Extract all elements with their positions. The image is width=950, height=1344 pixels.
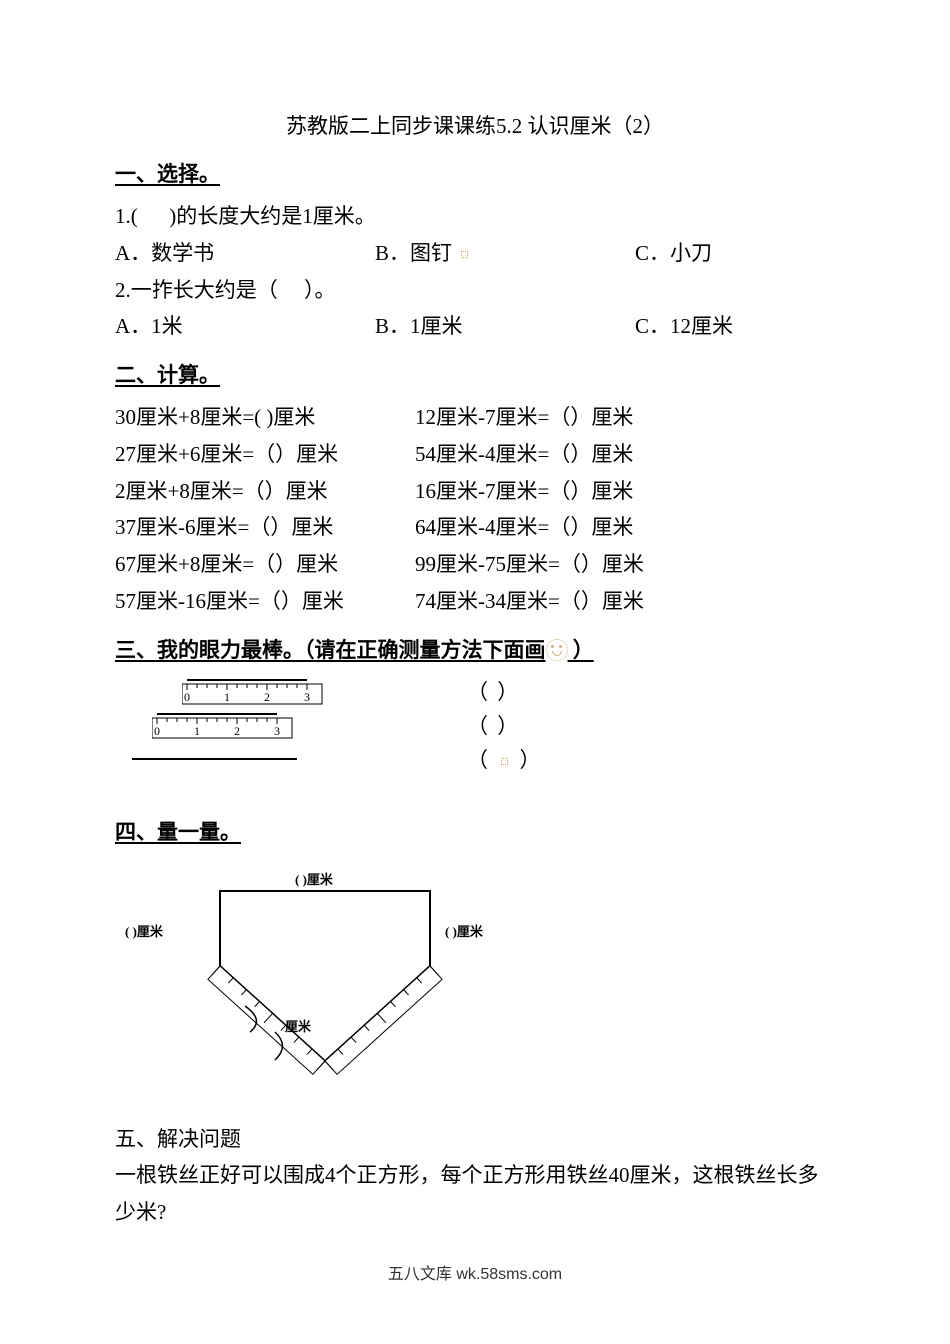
pentagon-figure: ( )厘米 ( )厘米 ( )厘米厘米: [115, 856, 545, 1086]
section5-body1: 一根铁丝正好可以围成4个正方形，每个正方形用铁丝40厘米，这根铁丝长多: [115, 1157, 835, 1194]
section3-heading-post: ）: [568, 638, 594, 662]
calc-rows: 30厘米+8厘米=( )厘米12厘米-7厘米=（）厘米27厘米+6厘米=（）厘米…: [115, 399, 835, 620]
q2-options: A．1米 B．1厘米 C．12厘米: [115, 308, 835, 345]
calc-cell-right: 74厘米-34厘米=（）厘米: [415, 583, 715, 620]
section3-heading: 三、我的眼力最棒。（请在正确测量方法下面画 ）: [115, 634, 835, 664]
calc-cell-right: 64厘米-4厘米=（）厘米: [415, 509, 715, 546]
calc-row: 57厘米-16厘米=（）厘米74厘米-34厘米=（）厘米: [115, 583, 835, 620]
q1-option-b: B．图钉: [375, 235, 635, 272]
decorative-dot-icon: [461, 251, 468, 258]
ruler-row: 0 1 2 3 （ ）: [127, 674, 835, 708]
calc-cell-left: 27厘米+6厘米=（）厘米: [115, 436, 415, 473]
calc-cell-left: 2厘米+8厘米=（）厘米: [115, 473, 415, 510]
section4-heading: 四、量一量。: [115, 816, 835, 846]
calc-cell-right: 16厘米-7厘米=（）厘米: [415, 473, 715, 510]
section2-heading: 二、计算。: [115, 359, 835, 389]
calc-cell-left: 37厘米-6厘米=（）厘米: [115, 509, 415, 546]
page: 苏教版二上同步课课练5.2 认识厘米（2） 一、选择。 1.( )的长度大约是1…: [0, 0, 950, 1344]
q2-stem: 2.一拃长大约是（ ）。: [115, 272, 835, 309]
svg-text:2: 2: [264, 690, 270, 704]
ruler-block: 0 1 2 3 （ ） 0 1 2 3 （ ） （ ）: [127, 674, 835, 776]
calc-row: 27厘米+6厘米=（）厘米54厘米-4厘米=（）厘米: [115, 436, 835, 473]
q1-options: A．数学书 B．图钉 C．小刀: [115, 235, 835, 272]
ruler-row: （ ）: [127, 742, 835, 776]
calc-row: 67厘米+8厘米=（）厘米99厘米-75厘米=（）厘米: [115, 546, 835, 583]
svg-text:( )厘米: ( )厘米: [125, 924, 164, 939]
q1-option-a: A．数学书: [115, 235, 375, 272]
calc-cell-right: 12厘米-7厘米=（）厘米: [415, 399, 715, 436]
svg-text:0: 0: [154, 724, 160, 738]
calc-cell-left: 67厘米+8厘米=（）厘米: [115, 546, 415, 583]
section1-heading: 一、选择。: [115, 158, 835, 188]
section5-heading: 五、解决问题: [115, 1121, 835, 1158]
calc-row: 30厘米+8厘米=( )厘米12厘米-7厘米=（）厘米: [115, 399, 835, 436]
calc-cell-right: 99厘米-75厘米=（）厘米: [415, 546, 715, 583]
blank-paren: （ ）: [467, 744, 543, 774]
svg-text:3: 3: [274, 724, 280, 738]
page-title: 苏教版二上同步课课练5.2 认识厘米（2）: [115, 110, 835, 140]
blank-paren: （ ）: [467, 710, 520, 740]
section5-body2: 少米?: [115, 1194, 835, 1231]
calc-cell-left: 30厘米+8厘米=( )厘米: [115, 399, 415, 436]
calc-cell-left: 57厘米-16厘米=（）厘米: [115, 583, 415, 620]
smiley-icon: [546, 639, 568, 661]
svg-text:0: 0: [184, 690, 190, 704]
q1-option-c: C．小刀: [635, 235, 712, 272]
q2-option-c: C．12厘米: [635, 308, 733, 345]
figure-wrap: ( )厘米 ( )厘米 ( )厘米厘米: [115, 856, 835, 1091]
q2-option-b: B．1厘米: [375, 308, 635, 345]
svg-text:3: 3: [304, 690, 310, 704]
q1-stem: 1.( )的长度大约是1厘米。: [115, 198, 835, 235]
footer: 五八文库 wk.58sms.com: [0, 1260, 950, 1284]
calc-cell-right: 54厘米-4厘米=（）厘米: [415, 436, 715, 473]
svg-text:1: 1: [194, 724, 200, 738]
svg-text:2: 2: [234, 724, 240, 738]
svg-text:1: 1: [224, 690, 230, 704]
svg-text:( )厘米: ( )厘米: [445, 924, 484, 939]
calc-row: 2厘米+8厘米=（）厘米16厘米-7厘米=（）厘米: [115, 473, 835, 510]
ruler-row: 0 1 2 3 （ ）: [127, 708, 835, 742]
section3-heading-pre: 三、我的眼力最棒。（请在正确测量方法下面画: [115, 638, 546, 662]
svg-text:( )厘米: ( )厘米: [295, 872, 334, 887]
q1-option-b-text: B．图钉: [375, 241, 452, 265]
calc-row: 37厘米-6厘米=（）厘米64厘米-4厘米=（）厘米: [115, 509, 835, 546]
blank-paren: （ ）: [467, 676, 520, 706]
q2-option-a: A．1米: [115, 308, 375, 345]
svg-text:厘米: 厘米: [285, 1019, 312, 1034]
